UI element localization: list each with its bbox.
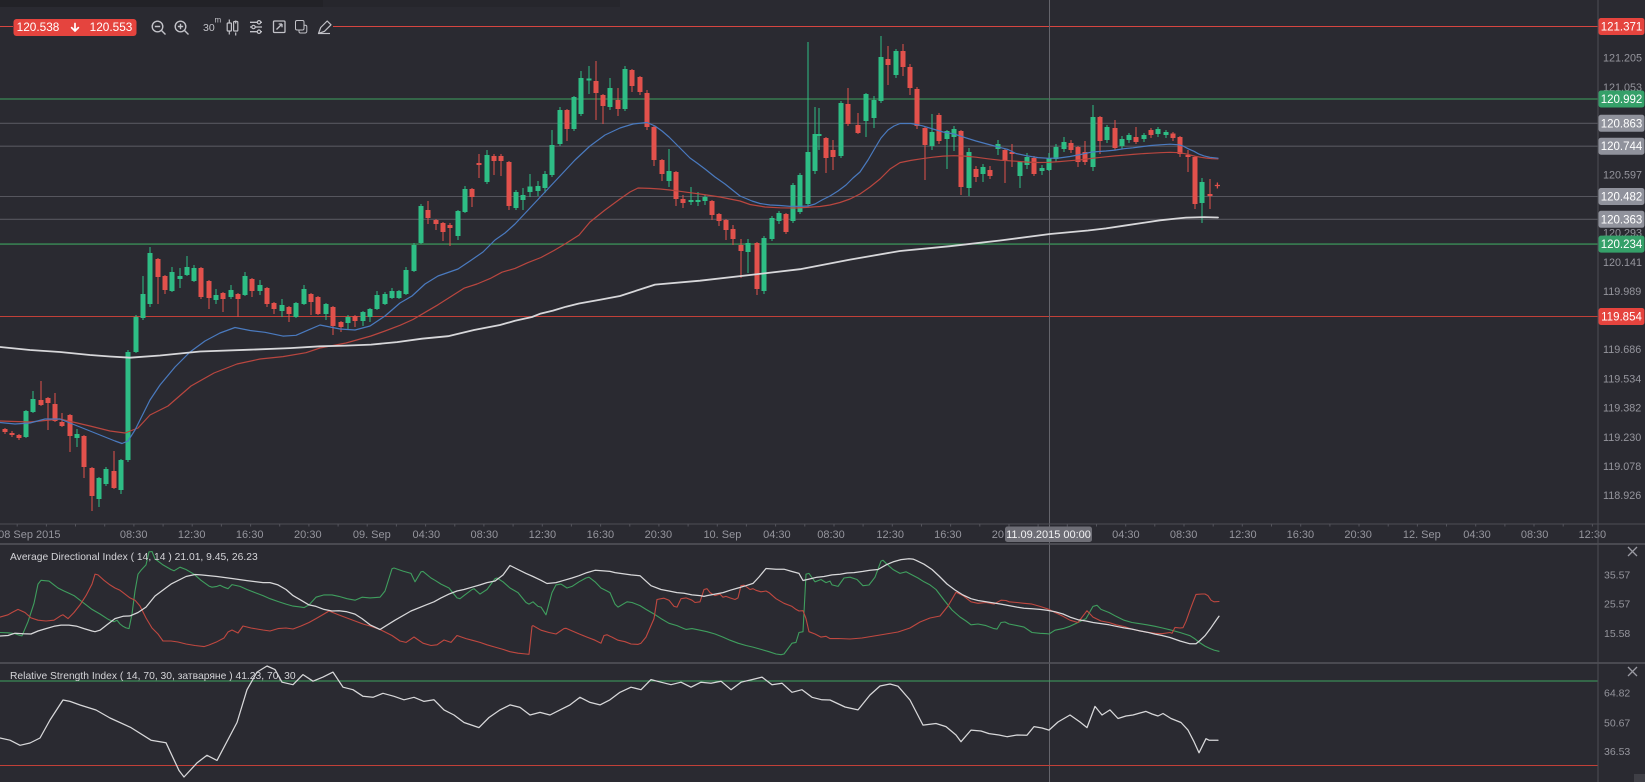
- svg-text:120.744: 120.744: [1601, 141, 1643, 153]
- svg-text:08 Sep 2015: 08 Sep 2015: [0, 529, 60, 541]
- svg-text:121.205: 121.205: [1603, 53, 1642, 65]
- svg-text:11.09.2015 00:00: 11.09.2015 00:00: [1006, 529, 1091, 541]
- svg-text:16:30: 16:30: [236, 529, 264, 541]
- svg-text:20:30: 20:30: [645, 529, 673, 541]
- svg-text:09. Sep: 09. Sep: [353, 529, 391, 541]
- svg-text:08:30: 08:30: [1521, 529, 1549, 541]
- svg-text:Average Directional Index ( 14: Average Directional Index ( 14, 14 ) 21.…: [10, 552, 258, 563]
- svg-text:120.863: 120.863: [1601, 118, 1643, 130]
- svg-text:120.482: 120.482: [1601, 192, 1643, 204]
- svg-text:08:30: 08:30: [1170, 529, 1198, 541]
- svg-text:64.82: 64.82: [1604, 687, 1630, 699]
- svg-text:16:30: 16:30: [587, 529, 615, 541]
- svg-text:16:30: 16:30: [1287, 529, 1315, 541]
- svg-text:04:30: 04:30: [413, 529, 441, 541]
- svg-text:08:30: 08:30: [817, 529, 845, 541]
- svg-text:16:30: 16:30: [934, 529, 962, 541]
- svg-text:119.078: 119.078: [1603, 461, 1641, 473]
- svg-text:04:30: 04:30: [1463, 529, 1491, 541]
- svg-text:35.57: 35.57: [1604, 569, 1630, 581]
- svg-text:m: m: [215, 16, 222, 25]
- svg-text:119.989: 119.989: [1603, 286, 1641, 298]
- svg-text:30: 30: [203, 22, 215, 34]
- svg-text:12:30: 12:30: [1229, 529, 1257, 541]
- svg-text:120.553: 120.553: [90, 20, 133, 34]
- svg-text:04:30: 04:30: [763, 529, 791, 541]
- svg-text:119.854: 119.854: [1601, 312, 1642, 324]
- svg-text:120.363: 120.363: [1601, 214, 1643, 226]
- svg-text:36.53: 36.53: [1604, 746, 1630, 758]
- svg-text:120.597: 120.597: [1603, 169, 1642, 181]
- svg-text:12:30: 12:30: [529, 529, 557, 541]
- svg-text:10. Sep: 10. Sep: [703, 529, 741, 541]
- svg-text:25.57: 25.57: [1604, 599, 1630, 611]
- svg-text:50.67: 50.67: [1604, 717, 1630, 729]
- svg-text:121.371: 121.371: [1601, 22, 1643, 34]
- svg-text:120.141: 120.141: [1603, 257, 1642, 269]
- svg-text:08:30: 08:30: [471, 529, 499, 541]
- svg-text:12:30: 12:30: [178, 529, 206, 541]
- svg-text:Relative Strength Index ( 14,: Relative Strength Index ( 14, 70, 30, за…: [10, 671, 296, 682]
- svg-text:118.926: 118.926: [1603, 490, 1641, 502]
- svg-text:12:30: 12:30: [876, 529, 904, 541]
- svg-text:120.992: 120.992: [1601, 94, 1643, 106]
- svg-text:04:30: 04:30: [1112, 529, 1140, 541]
- svg-text:119.382: 119.382: [1603, 403, 1641, 415]
- svg-text:20:30: 20:30: [1344, 529, 1372, 541]
- svg-text:12. Sep: 12. Sep: [1403, 529, 1441, 541]
- svg-text:15.58: 15.58: [1604, 628, 1630, 640]
- svg-text:119.534: 119.534: [1603, 373, 1641, 385]
- svg-text:119.230: 119.230: [1603, 432, 1641, 444]
- svg-text:08:30: 08:30: [120, 529, 148, 541]
- svg-text:120.234: 120.234: [1601, 239, 1643, 251]
- svg-text:119.686: 119.686: [1603, 344, 1641, 356]
- svg-text:20:30: 20:30: [294, 529, 322, 541]
- svg-text:12:30: 12:30: [1579, 529, 1607, 541]
- svg-text:120.538: 120.538: [17, 20, 60, 34]
